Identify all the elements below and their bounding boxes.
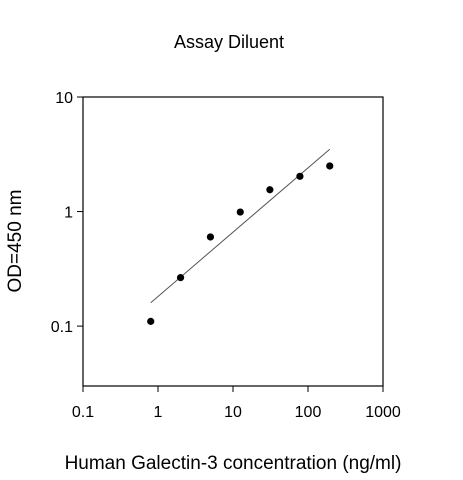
data-point <box>326 162 334 170</box>
data-points <box>147 162 334 325</box>
fit-line <box>150 148 331 304</box>
chart-title: Assay Diluent <box>174 32 284 52</box>
fit-line-group <box>150 148 331 304</box>
x-tick-label: 0.1 <box>72 404 94 421</box>
data-point <box>206 233 215 241</box>
data-point <box>147 317 155 325</box>
data-point <box>296 172 304 180</box>
x-tick-label: 1000 <box>365 404 401 421</box>
data-point <box>176 274 185 282</box>
x-axis-ticks: 0.1 1 10 100 1000 <box>72 386 401 421</box>
x-tick-label: 10 <box>224 404 242 421</box>
x-tick-label: 100 <box>295 404 322 421</box>
data-point <box>236 208 244 216</box>
plot-area-frame <box>82 96 384 387</box>
y-tick-label: 0.1 <box>51 319 73 336</box>
y-axis-label: OD=450 nm <box>5 190 26 293</box>
y-tick-label: 10 <box>55 90 73 107</box>
y-axis-ticks: 0.1 1 10 <box>51 90 83 336</box>
data-point <box>266 186 274 194</box>
x-axis-label: Human Galectin-3 concentration (ng/ml) <box>65 453 402 474</box>
y-tick-label: 1 <box>64 205 73 222</box>
x-tick-label: 1 <box>154 404 163 421</box>
